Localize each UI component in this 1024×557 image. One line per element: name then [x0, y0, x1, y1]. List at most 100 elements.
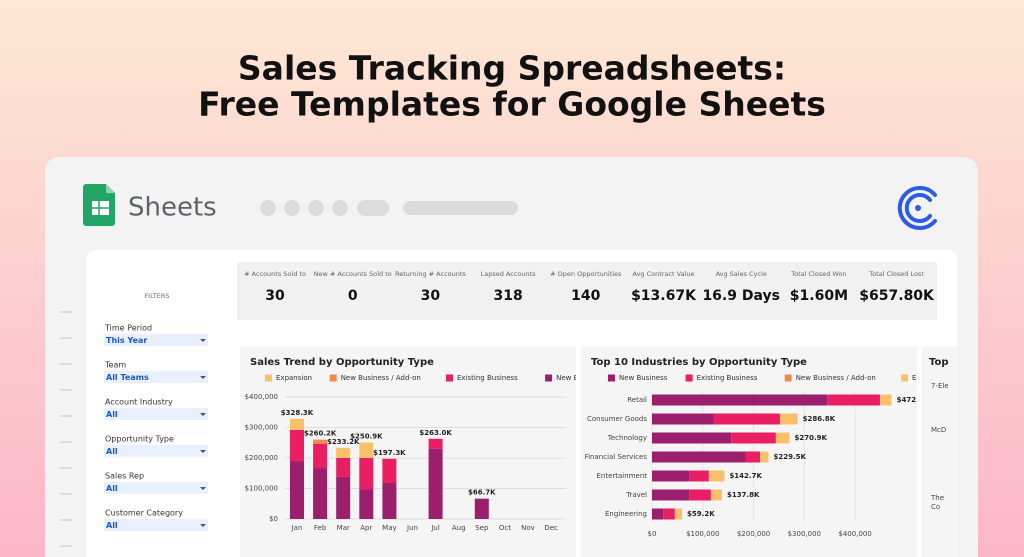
bar-segment	[382, 458, 397, 484]
filter-value: All Teams	[106, 373, 149, 382]
kpi-value: 318	[493, 288, 522, 304]
filter-label: Opportunity Type	[105, 435, 174, 444]
bar-segment	[428, 438, 443, 449]
category-label: Entertainment	[596, 472, 647, 480]
category-label: Engineering	[605, 510, 647, 518]
bar-segment	[359, 442, 374, 458]
kpi-value: 140	[571, 288, 600, 304]
bar-segment	[674, 508, 683, 520]
total-label: $286.8K	[803, 415, 836, 423]
legend-swatch	[608, 374, 615, 382]
chart-panel	[922, 347, 957, 557]
kpi-label: # Open Opportunities	[550, 270, 622, 278]
bar-segment	[428, 448, 443, 519]
bar-segment	[760, 451, 769, 463]
bar-segment	[382, 483, 397, 519]
y-tick-label: $200,000	[245, 454, 278, 462]
x-tick-label: Jun	[406, 524, 418, 532]
total-label: $270.9K	[795, 434, 828, 442]
bar-segment	[731, 432, 776, 444]
bar-segment	[652, 508, 664, 520]
filter-dropdown	[104, 334, 208, 346]
total-label: $229.5K	[774, 453, 807, 461]
bar-segment	[290, 429, 304, 462]
total-label: $328.3K	[281, 409, 314, 417]
sidebar-lines	[60, 311, 72, 547]
x-tick-label: Jul	[430, 524, 440, 532]
bar-segment	[689, 489, 711, 501]
x-tick-label: Mar	[337, 524, 350, 532]
bar-segment	[713, 413, 780, 425]
filter-label: Customer Category	[105, 509, 183, 518]
filter-value: All	[106, 410, 118, 419]
kpi-value: $13.67K	[631, 288, 697, 304]
total-label: $197.3K	[373, 449, 406, 457]
category-label: McD	[931, 426, 946, 434]
filter-label: Time Period	[104, 324, 152, 333]
kpi-strip	[237, 262, 937, 320]
filter-label: Sales Rep	[105, 472, 144, 481]
legend-label: New Business	[619, 374, 668, 382]
logo	[897, 186, 937, 230]
y-tick-label: $100,000	[245, 485, 278, 493]
kpi-value: 16.9 Days	[702, 288, 780, 304]
legend-label: New Business / Add-on	[796, 374, 876, 382]
kpi-label: Lapsed Accounts	[481, 270, 537, 278]
bar-segment	[652, 394, 828, 406]
bar-segment	[708, 470, 725, 482]
category-label: Co	[931, 503, 940, 511]
chart-title: Top	[929, 357, 949, 368]
filter-dropdown	[104, 519, 208, 531]
bar-segment	[336, 476, 351, 519]
x-tick-label: $400,000	[838, 530, 871, 538]
bar-segment	[290, 418, 304, 430]
dropdown-arrow	[200, 524, 206, 527]
total-label: $472.0K	[897, 396, 930, 404]
y-tick-label: $400,000	[245, 393, 278, 401]
bar-segment	[313, 443, 328, 469]
kpi-label: Total Closed Won	[790, 270, 846, 278]
bar-segment	[652, 489, 690, 501]
category-label: The	[930, 494, 944, 502]
x-tick-label: Jan	[291, 524, 303, 532]
window-controls	[260, 200, 518, 216]
legend-swatch	[265, 374, 272, 382]
total-label: $142.7K	[729, 472, 762, 480]
y-tick-label: $300,000	[245, 424, 278, 432]
filter-value: This Year	[106, 336, 147, 345]
total-label: $66.7K	[468, 489, 496, 497]
category-label: Technology	[607, 434, 647, 442]
category-label: Financial Services	[585, 453, 648, 461]
filter-dropdown	[104, 371, 208, 383]
y-tick-label: $0	[269, 515, 278, 523]
total-label: $233.2K	[327, 438, 360, 446]
chart-title: Sales Trend by Opportunity Type	[250, 357, 434, 368]
legend-swatch	[784, 374, 792, 382]
kpi-value: $1.60M	[790, 288, 848, 304]
dropdown-arrow	[200, 376, 206, 379]
filter-dropdown	[104, 445, 208, 457]
bar-segment	[663, 508, 675, 520]
x-tick-label: Sep	[475, 524, 489, 532]
filter-value: All	[106, 521, 118, 530]
bar-segment	[359, 458, 374, 490]
kpi-label: Total Closed Lost	[868, 270, 924, 278]
x-tick-label: Feb	[314, 524, 327, 532]
kpi-value: 30	[421, 288, 441, 304]
industries-chart: Top 10 Industries by Opportunity Type New…	[585, 357, 930, 538]
filter-dropdown	[104, 482, 208, 494]
legend-swatch	[901, 374, 908, 382]
legend-swatch	[446, 374, 453, 382]
bar-segment	[313, 468, 328, 519]
bar-segment	[745, 451, 761, 463]
dropdown-arrow	[200, 413, 206, 416]
bar-segment	[652, 413, 714, 425]
x-tick-label: May	[382, 524, 396, 532]
legend-swatch	[329, 374, 337, 382]
x-tick-label: Oct	[499, 524, 511, 532]
total-label: $260.2K	[304, 430, 337, 438]
bar-segment	[336, 458, 351, 477]
bar-segment	[689, 470, 709, 482]
